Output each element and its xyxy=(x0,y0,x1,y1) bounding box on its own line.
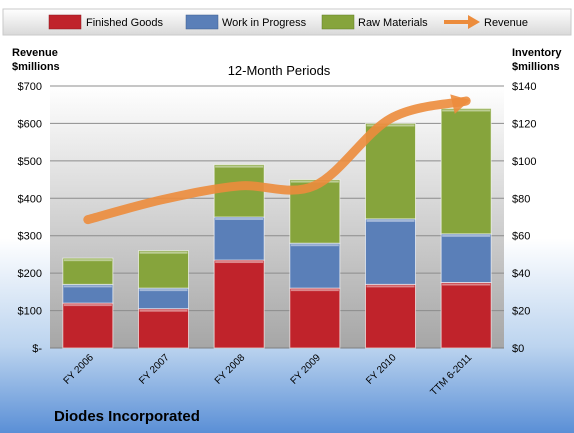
bar-segment-highlight xyxy=(63,259,112,262)
bar-segment-raw-materials xyxy=(365,122,416,220)
bar-segment-highlight xyxy=(366,124,415,127)
bar-segment-finished-goods xyxy=(138,308,189,349)
left-axis-title-line2: $millions xyxy=(12,61,60,73)
right-tick-label: $20 xyxy=(512,306,530,318)
legend-label-finished-goods: Finished Goods xyxy=(86,17,164,29)
right-tick-label: $0 xyxy=(512,343,524,355)
right-tick-label: $80 xyxy=(512,193,530,205)
left-axis-title-line1: Revenue xyxy=(12,47,58,59)
right-axis-title-line1: Inventory xyxy=(512,47,562,59)
bar-segment-raw-materials xyxy=(440,107,492,235)
bar-segment-highlight xyxy=(215,218,264,220)
legend-label-raw-materials: Raw Materials xyxy=(358,17,428,29)
bar-segment-finished-goods xyxy=(213,259,265,349)
bar-segment-raw-materials xyxy=(62,257,114,285)
plot-area xyxy=(50,86,504,348)
legend-label-revenue: Revenue xyxy=(484,17,528,29)
legend-label-work-in-progress: Work in Progress xyxy=(222,17,307,29)
bar-segment-highlight xyxy=(290,244,339,247)
bar-segment-raw-materials xyxy=(138,250,189,289)
bar-segment-highlight xyxy=(442,283,491,286)
legend-swatch-work-in-progress xyxy=(185,14,219,30)
bar-segment-highlight xyxy=(442,109,491,112)
bar-segment-highlight xyxy=(442,234,491,237)
right-tick-label: $40 xyxy=(512,268,530,280)
bar-segment-highlight xyxy=(290,289,339,292)
right-tick-label: $120 xyxy=(512,118,536,130)
chart-subtitle: 12-Month Periods xyxy=(228,63,331,78)
bar-segment-finished-goods xyxy=(365,283,416,349)
bar-segment-work-in-progress xyxy=(289,242,341,289)
bar-segment-highlight xyxy=(215,165,264,168)
bar-segment-finished-goods xyxy=(289,287,341,349)
left-tick-label: $300 xyxy=(18,231,42,243)
bar-segment-finished-goods xyxy=(440,282,492,349)
bar-segment-work-in-progress xyxy=(440,233,492,283)
legend-swatch-finished-goods xyxy=(48,14,82,30)
left-tick-label: $- xyxy=(32,343,42,355)
legend-swatch-revenue-arrow xyxy=(444,15,480,29)
left-tick-label: $400 xyxy=(18,193,42,205)
revenue-line-arrowhead xyxy=(450,94,471,114)
stacked-bars xyxy=(62,107,492,349)
bar-segment-highlight xyxy=(215,261,264,264)
bar-segment-highlight xyxy=(63,285,112,288)
revenue-line xyxy=(83,96,471,225)
left-tick-label: $700 xyxy=(18,81,42,93)
bar-segment-highlight xyxy=(139,251,188,254)
right-axis-title-line2: $millions xyxy=(512,61,560,73)
bar-segment-highlight xyxy=(366,219,415,222)
left-tick-label: $600 xyxy=(18,118,42,130)
right-tick-label: $60 xyxy=(512,231,530,243)
legend: Finished Goods Work in Progress Raw Mate… xyxy=(48,14,528,30)
bar-segment-finished-goods xyxy=(62,302,114,349)
company-name: Diodes Incorporated xyxy=(54,408,200,425)
right-tick-label: $140 xyxy=(512,81,536,93)
bar-segment-highlight xyxy=(63,304,112,307)
bar-segment-work-in-progress xyxy=(213,216,265,261)
bar-segment-work-in-progress xyxy=(365,218,416,285)
axis-tick-labels: $- $100 $200 $300 $400 $500 $600 $700 $0 $20 $40 $6… xyxy=(18,81,537,355)
legend-swatch-raw-materials xyxy=(321,14,355,30)
revenue-line-group xyxy=(83,94,471,225)
left-tick-label: $100 xyxy=(18,306,42,318)
right-tick-label: $100 xyxy=(512,156,536,168)
bar-segment-highlight xyxy=(139,309,188,312)
bar-segment-work-in-progress xyxy=(138,287,189,310)
gridlines xyxy=(50,85,504,349)
left-tick-label: $200 xyxy=(18,268,42,280)
bar-segment-highlight xyxy=(366,285,415,288)
left-tick-label: $500 xyxy=(18,156,42,168)
bar-segment-highlight xyxy=(139,289,188,292)
